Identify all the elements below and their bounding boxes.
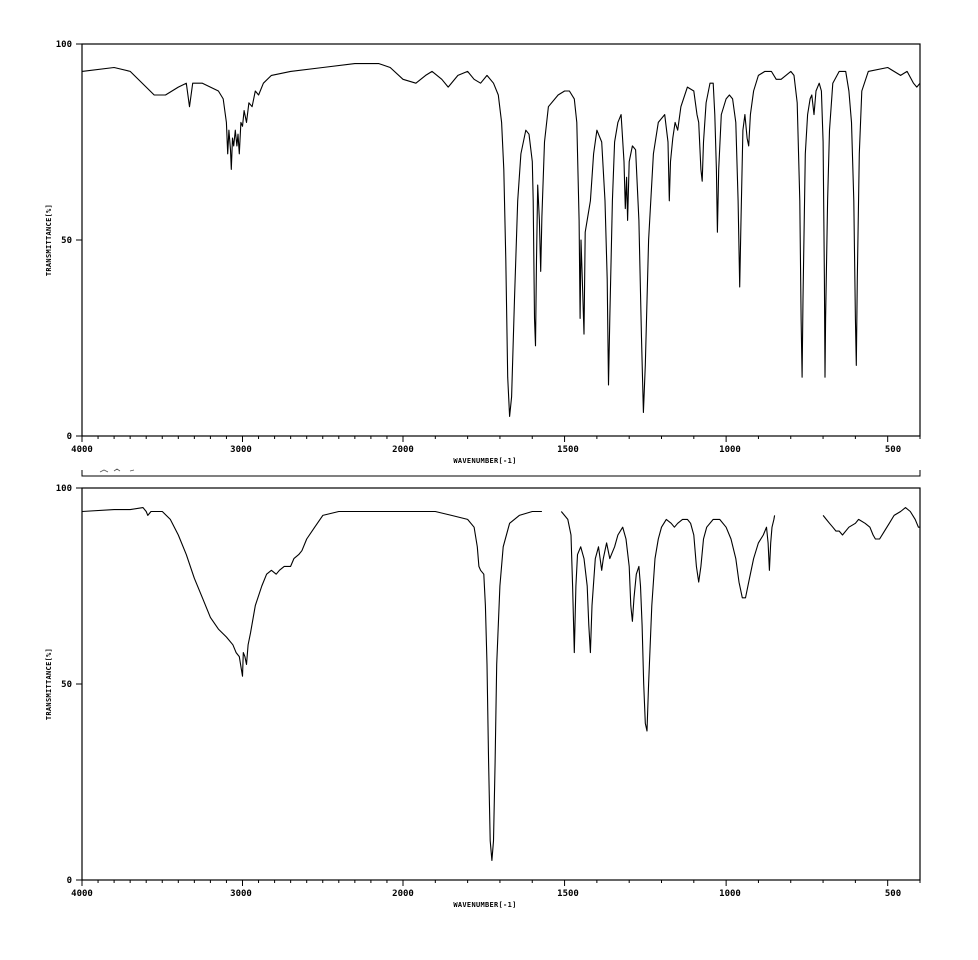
x-tick-label: 4000 [71,445,93,455]
x-tick-label: 500 [885,889,901,899]
y-tick-label: 0 [67,432,72,442]
x-tick-labels-2: 4000 3000 2000 1500 1000 500 [71,889,901,899]
spectrum-chart-1: 4000 3000 2000 1500 1000 500 0 50 100 WA… [45,40,921,465]
x-axis-title-1: WAVENUMBER[-1] [453,457,516,465]
x-ticks-1 [81,436,921,442]
spectrum-line-segment [822,507,920,540]
y-tick-label: 100 [56,484,72,494]
x-tick-label: 3000 [230,889,252,899]
spectrum-line-segment [560,511,776,732]
x-tick-label: 500 [885,445,901,455]
x-tick-label: 3000 [230,445,252,455]
y-tick-label: 50 [61,236,72,246]
y-tick-label: 0 [67,876,72,886]
x-tick-label: 2000 [392,445,414,455]
x-tick-labels-1: 4000 3000 2000 1500 1000 500 [71,445,901,455]
y-tick-label: 50 [61,680,72,690]
y-ticks-2 [76,487,82,881]
y-axis-title-1: TRANSMITTANCE[%] [45,204,53,276]
spectrum-series-2 [81,507,920,861]
spectrum-line-segment [81,63,921,417]
x-tick-label: 1000 [719,445,741,455]
y-tick-labels-2: 0 50 100 [56,484,72,886]
x-tick-label: 4000 [71,889,93,899]
y-axis-title-2: TRANSMITTANCE[%] [45,648,53,720]
x-ticks-2 [81,880,921,886]
x-tick-label: 1000 [719,889,741,899]
x-tick-label: 1500 [557,889,579,899]
x-tick-label: 1500 [557,445,579,455]
plot-frame-2 [81,487,921,881]
panel-separator [81,470,921,477]
y-ticks-1 [76,43,82,437]
spectrum-line-segment [81,507,542,861]
spectrum-series-1 [81,63,921,417]
x-tick-label: 2000 [392,889,414,899]
separator-scribble [99,468,135,473]
plot-frame-1 [81,43,921,437]
y-tick-label: 100 [56,40,72,50]
spectrum-chart-2: 4000 3000 2000 1500 1000 500 0 50 100 WA… [45,484,921,909]
x-axis-title-2: WAVENUMBER[-1] [453,901,516,909]
y-tick-labels-1: 0 50 100 [56,40,72,442]
